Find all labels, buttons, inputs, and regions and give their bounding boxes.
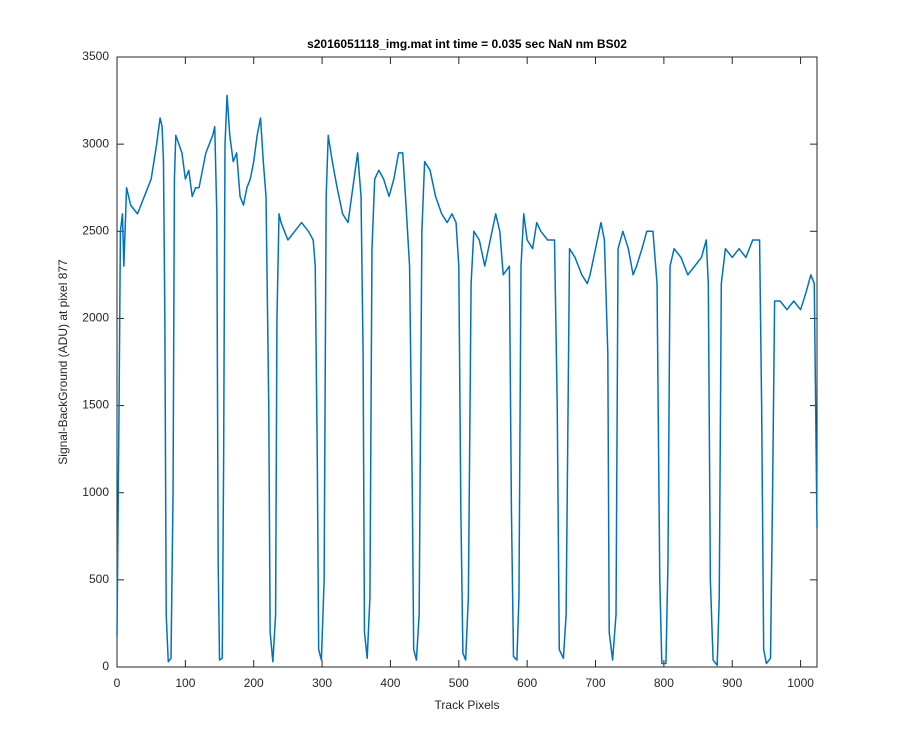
y-tick-label: 3500 [82, 49, 109, 63]
chart-title: s2016051118_img.mat int time = 0.035 sec… [307, 37, 627, 51]
y-axis-label: Signal-BackGround (ADU) at pixel 877 [56, 259, 70, 465]
x-axis-label: Track Pixels [435, 698, 500, 712]
x-tick-label: 800 [654, 676, 674, 690]
y-tick-label: 1000 [82, 485, 109, 499]
x-tick-label: 1000 [787, 676, 814, 690]
x-tick-label: 900 [722, 676, 742, 690]
x-tick-label: 300 [312, 676, 332, 690]
x-tick-label: 600 [517, 676, 537, 690]
y-tick-label: 500 [89, 572, 109, 586]
y-tick-label: 0 [102, 659, 109, 673]
x-tick-label: 500 [449, 676, 469, 690]
x-tick-label: 200 [244, 676, 264, 690]
y-tick-label: 1500 [82, 398, 109, 412]
y-tick-label: 2500 [82, 223, 109, 237]
x-tick-label: 400 [380, 676, 400, 690]
x-tick-label: 100 [175, 676, 195, 690]
plot-box [116, 56, 818, 668]
y-tick-label: 3000 [82, 136, 109, 150]
data-line [116, 94, 818, 667]
x-tick-label: 700 [586, 676, 606, 690]
x-tick-label: 0 [114, 676, 121, 690]
y-tick-label: 2000 [82, 311, 109, 325]
